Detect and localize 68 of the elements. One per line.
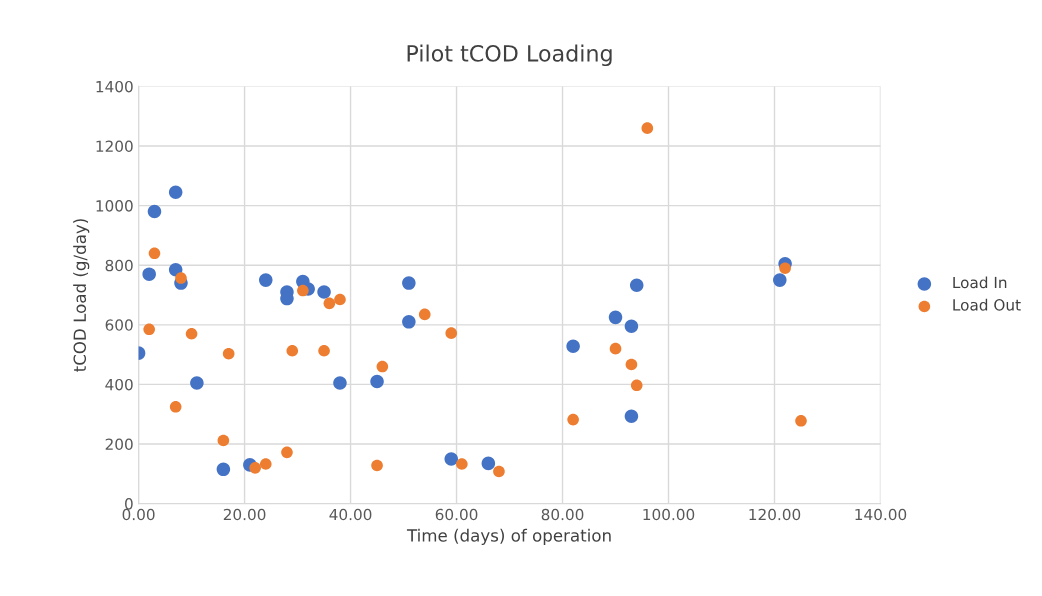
- point: [445, 327, 458, 339]
- point: [402, 315, 416, 329]
- point: [249, 462, 261, 474]
- point: [624, 409, 639, 424]
- x-tick-label: 140.00: [855, 508, 907, 521]
- point: [566, 339, 580, 354]
- point: [169, 400, 182, 413]
- y-tick-label: 400: [105, 378, 133, 391]
- point: [629, 278, 644, 292]
- point: [217, 434, 230, 447]
- point: [185, 327, 198, 340]
- point: [370, 374, 384, 389]
- point: [795, 414, 807, 427]
- point: [481, 456, 496, 471]
- x-tick-label: 40.00: [329, 508, 372, 521]
- point: [317, 285, 331, 299]
- point: [402, 276, 416, 290]
- point: [222, 347, 235, 360]
- legend-label: Load Out: [953, 298, 1021, 311]
- point: [493, 465, 505, 478]
- point: [297, 284, 309, 297]
- point: [456, 458, 468, 470]
- point: [281, 446, 293, 459]
- point: [190, 376, 204, 390]
- point: [567, 413, 579, 426]
- x-tick-label: 60.00: [435, 508, 478, 521]
- x-tick-label: 100.00: [643, 508, 695, 521]
- y-tick-label: 800: [105, 259, 133, 272]
- point: [318, 344, 330, 357]
- y-tick-label: 200: [105, 438, 133, 451]
- point: [334, 293, 346, 306]
- y-axis-title: tCOD Load (g/day): [73, 219, 90, 372]
- point: [625, 358, 638, 371]
- point: [168, 185, 183, 199]
- x-axis-title: Time (days) of operation: [406, 528, 611, 545]
- x-tick-label: 20.00: [223, 508, 266, 521]
- point: [418, 308, 431, 321]
- point: [147, 204, 162, 219]
- chart-title: Pilot tCOD Loading: [407, 44, 612, 67]
- y-tick-label: 600: [105, 319, 133, 331]
- point: [609, 342, 622, 355]
- point: [376, 360, 389, 373]
- point: [608, 310, 623, 325]
- point: [216, 462, 231, 477]
- point: [259, 273, 273, 287]
- point: [773, 273, 787, 287]
- point: [624, 319, 639, 334]
- point: [323, 297, 336, 310]
- point: [142, 267, 156, 281]
- legend-label: Load In: [953, 276, 1007, 289]
- point: [371, 459, 383, 472]
- x-tick-label: 120.00: [749, 508, 801, 521]
- y-tick-label: 1400: [96, 80, 133, 93]
- point: [444, 452, 459, 466]
- point: [175, 272, 187, 284]
- point: [286, 344, 299, 357]
- x-tick-label: 0.00: [122, 508, 155, 521]
- y-tick-label: 0: [125, 498, 133, 510]
- point: [143, 323, 155, 336]
- x-tick-label: 80.00: [541, 508, 584, 521]
- point: [259, 458, 272, 470]
- point: [641, 122, 654, 134]
- point: [333, 376, 347, 390]
- y-tick-label: 1200: [96, 140, 133, 153]
- point: [630, 379, 643, 392]
- point: [779, 262, 791, 275]
- y-tick-label: 1000: [96, 200, 133, 212]
- point: [148, 247, 161, 260]
